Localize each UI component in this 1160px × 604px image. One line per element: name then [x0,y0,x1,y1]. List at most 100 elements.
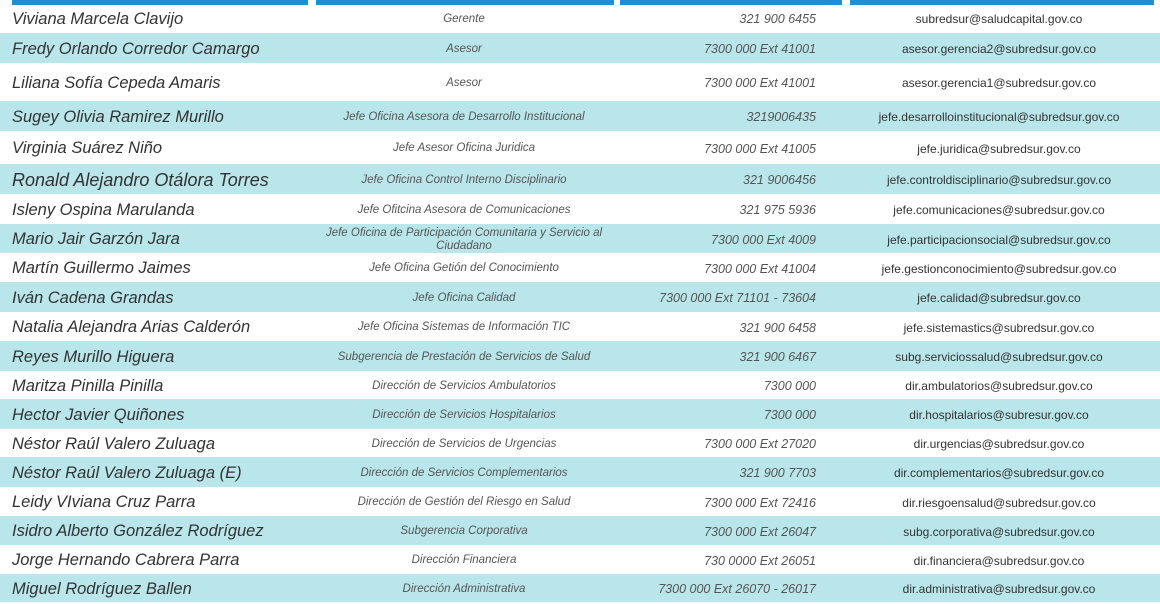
contact-name: Jorge Hernando Cabrera Parra [12,551,240,569]
contact-email[interactable]: jefe.sistemastics@subredsur.gov.co [903,320,1095,335]
contact-phone: 7300 000 Ext 71101 - 73604 [659,291,816,305]
contact-role: Dirección de Servicios Complementarios [360,466,568,479]
contact-name: Miguel Rodríguez Ballen [12,579,192,598]
contact-role: Jefe Asesor Oficina Juridica [392,142,536,155]
contact-email[interactable]: jefe.desarrolloinstitucional@subredsur.g… [878,110,1120,124]
column-header-phone [620,0,842,5]
contact-name: Viviana Marcela Clavijo [12,9,184,28]
table-row: Iván Cadena Grandas Jefe Oficina Calidad 7… [0,282,1160,314]
contact-email[interactable]: subg.serviciossalud@subredsur.gov.co [895,350,1103,364]
contact-phone: 730 0000 Ext 26051 [704,553,816,568]
contact-email[interactable]: dir.financiera@subredsur.gov.co [913,553,1085,568]
table-row: Néstor Raúl Valero Zuluaga Dirección de S… [0,431,1160,457]
contact-name: Hector Javier Quiñones [12,405,185,424]
contact-phone: 7300 000 Ext 26070 - 26017 [658,582,816,596]
directory-table: Viviana Marcela Clavijo Gerente 321 900 64… [0,5,1160,604]
contact-phone: 7300 000 Ext 4009 [711,232,816,247]
column-header-role [316,0,614,5]
contact-email[interactable]: subredsur@saludcapital.gov.co [915,12,1083,26]
contact-phone: 7300 000 Ext 72416 [704,495,816,510]
contact-email[interactable]: dir.hospitalarios@subresur.gov.co [909,408,1089,422]
contact-role: Jefe Ofitcina Asesora de Comunicaciones [357,203,571,216]
contact-phone: 321 9006456 [743,173,816,187]
table-row: Natalia Alejandra Arias Calderón Jefe Ofi… [0,314,1160,341]
contact-email[interactable]: jefe.gestionconocimiento@subredsur.gov.c… [881,261,1117,276]
table-row: Fredy Orlando Corredor Camargo Asesor 7300… [0,33,1160,65]
contact-email[interactable]: asesor.gerencia1@subredsur.gov.co [901,76,1097,90]
contact-role: Dirección Financiera [411,554,517,567]
contact-role: Subgerencia de Prestación de Servicios d… [337,350,591,363]
table-row: Viviana Marcela Clavijo Gerente 321 900 64… [0,5,1160,33]
contact-phone: 7300 000 Ext 41001 [704,42,816,56]
contact-name: Fredy Orlando Corredor Camargo [12,39,260,58]
contact-phone: 3219006435 [746,110,816,124]
column-header-strip [0,0,1160,5]
table-row: Leidy VIviana Cruz Parra Dirección de Ges… [0,489,1160,516]
contact-role: Jefe Oficina Control Interno Disciplinar… [361,173,567,186]
contact-role: Jefe Oficina Sistemas de Información TIC [357,321,571,334]
contact-name: Liliana Sofía Cepeda Amaris [12,73,221,92]
contact-role: Dirección de Servicios Ambulatorios [372,379,556,392]
contact-name: Iván Cadena Grandas [12,288,174,307]
contact-phone: 7300 000 Ext 41001 [704,76,816,90]
contact-name: Sugey Olivia Ramirez Murillo [12,107,224,126]
contact-phone: 321 900 7703 [739,466,816,480]
contact-role: Jefe Oficina Getión del Conocimiento [369,262,559,275]
table-row: Isleny Ospina Marulanda Jefe Ofitcina Ase… [0,196,1160,224]
contact-name: Reyes Murillo Higuera [12,347,175,366]
contact-email[interactable]: dir.complementarios@subredsur.gov.co [893,466,1105,480]
contact-name: Néstor Raúl Valero Zuluaga (E) [12,463,242,482]
column-header-email [850,0,1154,5]
table-row: Isidro Alberto González Rodríguez Subgere… [0,516,1160,547]
table-row: Mario Jair Garzón Jara Jefe Oficina de Pa… [0,224,1160,255]
contact-role: Gerente [443,12,485,25]
contact-email[interactable]: asesor.gerencia2@subredsur.gov.co [901,42,1097,56]
contact-email[interactable]: dir.urgencias@subredsur.gov.co [913,437,1085,451]
contact-role: Asesor [446,76,482,89]
contact-role: Dirección Administrativa [402,582,526,595]
contact-phone: 7300 000 [763,379,816,393]
contact-phone: 7300 000 Ext 41005 [704,141,816,156]
contact-phone: 7300 000 Ext 41004 [704,261,816,276]
contact-name: Isleny Ospina Marulanda [12,200,195,219]
contact-email[interactable]: jefe.controldisciplinario@subredsur.gov.… [886,173,1112,187]
contact-phone: 7300 000 Ext 27020 [704,437,816,451]
contact-email[interactable]: jefe.juridica@subredsur.gov.co [917,141,1081,156]
contact-name: Virginia Suárez Niño [12,139,163,157]
contact-phone: 7300 000 Ext 26047 [704,524,816,539]
contact-email[interactable]: subg.corporativa@subredsur.gov.co [903,524,1095,539]
contact-email[interactable]: jefe.participacionsocial@subredsur.gov.c… [887,232,1111,247]
table-row: Ronald Alejandro Otálora Torres Jefe Ofic… [0,164,1160,196]
contact-name: Néstor Raúl Valero Zuluaga [12,434,215,453]
table-row: Reyes Murillo Higuera Subgerencia de Pres… [0,341,1160,373]
table-row: Sugey Olivia Ramirez Murillo Jefe Oficina… [0,101,1160,133]
contact-role: Asesor [446,42,482,55]
contact-role: Dirección de Servicios de Urgencias [371,437,557,450]
contact-name: Leidy VIviana Cruz Parra [12,493,196,511]
contact-phone: 321 900 6458 [739,320,816,335]
contact-role: Jefe Oficina de Participación Comunitari… [325,226,603,252]
contact-role: Dirección de Gestión del Riesgo en Salud [357,496,571,509]
contact-phone: 321 900 6467 [739,350,816,364]
table-row: Néstor Raúl Valero Zuluaga (E) Dirección … [0,457,1160,489]
contact-name: Isidro Alberto González Rodríguez [12,522,264,540]
table-row: Liliana Sofía Cepeda Amaris Asesor 7300 00… [0,65,1160,101]
contact-phone: 7300 000 [763,408,816,422]
table-row: Hector Javier Quiñones Dirección de Servi… [0,399,1160,431]
contact-email[interactable]: dir.ambulatorios@subredsur.gov.co [905,379,1093,393]
contact-role: Jefe Oficina Asesora de Desarrollo Insti… [343,110,585,123]
column-header-name [12,0,308,5]
table-row: Jorge Hernando Cabrera Parra Dirección Fi… [0,547,1160,574]
contact-email[interactable]: dir.riesgoensalud@subredsur.gov.co [902,495,1096,510]
contact-role: Dirección de Servicios Hospitalarios [372,408,556,421]
contact-role: Jefe Oficina Calidad [412,291,516,304]
table-row: Virginia Suárez Niño Jefe Asesor Oficina … [0,133,1160,164]
contact-email[interactable]: jefe.comunicaciones@subredsur.gov.co [893,203,1105,217]
contact-name: Martín Guillermo Jaimes [12,259,191,277]
contact-name: Natalia Alejandra Arias Calderón [12,318,251,336]
table-row: Maritza Pinilla Pinilla Dirección de Serv… [0,373,1160,399]
contact-phone: 321 900 6455 [739,12,816,26]
contact-email[interactable]: dir.administrativa@subredsur.gov.co [902,582,1096,596]
table-row: Martín Guillermo Jaimes Jefe Oficina Geti… [0,255,1160,282]
contact-email[interactable]: jefe.calidad@subredsur.gov.co [917,291,1081,305]
